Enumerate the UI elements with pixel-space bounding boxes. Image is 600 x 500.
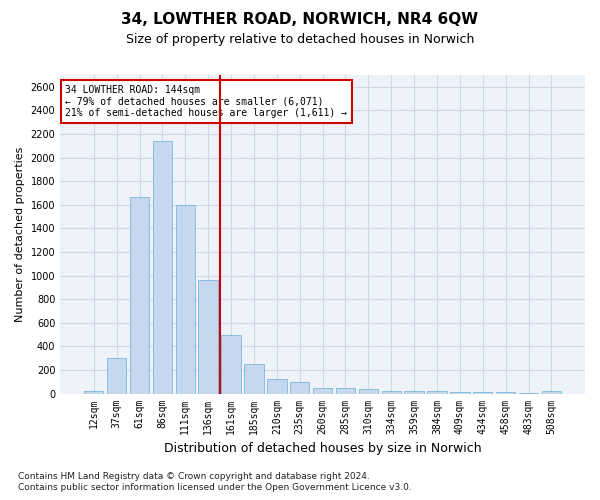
Bar — [404, 391, 424, 394]
Text: Contains HM Land Registry data © Crown copyright and database right 2024.: Contains HM Land Registry data © Crown c… — [18, 472, 370, 481]
Y-axis label: Number of detached properties: Number of detached properties — [15, 146, 25, 322]
Bar — [244, 364, 263, 394]
Text: Contains public sector information licensed under the Open Government Licence v3: Contains public sector information licen… — [18, 484, 412, 492]
Bar — [152, 141, 172, 394]
Bar — [84, 390, 103, 394]
Bar — [519, 393, 538, 394]
Bar — [199, 280, 218, 394]
Bar — [221, 334, 241, 394]
X-axis label: Distribution of detached houses by size in Norwich: Distribution of detached houses by size … — [164, 442, 481, 455]
Bar — [336, 388, 355, 394]
Text: 34, LOWTHER ROAD, NORWICH, NR4 6QW: 34, LOWTHER ROAD, NORWICH, NR4 6QW — [121, 12, 479, 28]
Bar — [130, 196, 149, 394]
Bar — [542, 390, 561, 394]
Bar — [267, 380, 287, 394]
Bar — [450, 392, 470, 394]
Bar — [290, 382, 310, 394]
Bar — [473, 392, 493, 394]
Bar — [313, 388, 332, 394]
Bar — [496, 392, 515, 394]
Bar — [176, 205, 195, 394]
Text: 34 LOWTHER ROAD: 144sqm
← 79% of detached houses are smaller (6,071)
21% of semi: 34 LOWTHER ROAD: 144sqm ← 79% of detache… — [65, 84, 347, 118]
Bar — [382, 390, 401, 394]
Bar — [427, 391, 447, 394]
Bar — [107, 358, 127, 394]
Bar — [359, 390, 378, 394]
Text: Size of property relative to detached houses in Norwich: Size of property relative to detached ho… — [126, 32, 474, 46]
